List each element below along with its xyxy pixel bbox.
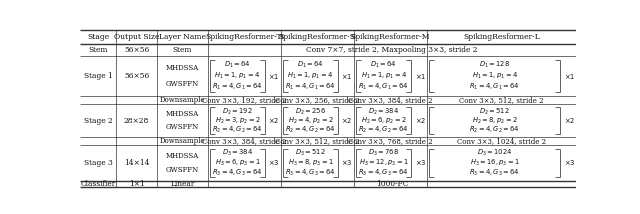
Text: GWSFFN: GWSFFN [166, 166, 199, 174]
Text: $\times 1$: $\times 1$ [341, 71, 353, 80]
Text: Conv 3×3, 384, stride 2: Conv 3×3, 384, stride 2 [348, 96, 433, 104]
Text: SpikingResformer-S: SpikingResformer-S [279, 33, 356, 41]
Text: $H_1 = 1, p_1 = 4$: $H_1 = 1, p_1 = 4$ [214, 71, 260, 81]
Text: $D_2 = 192$: $D_2 = 192$ [222, 106, 253, 117]
Text: $H_3 = 8, p_3 = 1$: $H_3 = 8, p_3 = 1$ [287, 158, 333, 168]
Text: $H_3 = 16, p_3 = 1$: $H_3 = 16, p_3 = 1$ [470, 158, 520, 168]
Text: $\times 1$: $\times 1$ [415, 71, 426, 80]
Text: Conv 3×3, 192, stride 2: Conv 3×3, 192, stride 2 [202, 96, 287, 104]
Text: $D_1 = 64$: $D_1 = 64$ [224, 60, 251, 70]
Text: $\times 1$: $\times 1$ [269, 71, 280, 80]
Text: $D_1 = 64$: $D_1 = 64$ [297, 60, 324, 70]
Text: Stem: Stem [88, 46, 108, 54]
Text: Conv 3×3, 384, stride 2: Conv 3×3, 384, stride 2 [202, 137, 287, 145]
Text: $R_2 = 4, G_2 = 64$: $R_2 = 4, G_2 = 64$ [358, 124, 409, 135]
Text: Layer Name: Layer Name [159, 33, 206, 41]
Text: Conv 7×7, stride 2, Maxpooling 3×3, stride 2: Conv 7×7, stride 2, Maxpooling 3×3, stri… [306, 46, 477, 54]
Text: MHDSSA: MHDSSA [166, 110, 199, 118]
Text: $H_2 = 3, p_2 = 2$: $H_2 = 3, p_2 = 2$ [214, 115, 260, 126]
Text: Downsample: Downsample [159, 96, 205, 104]
Text: $D_3 = 1024$: $D_3 = 1024$ [477, 148, 513, 158]
Text: $\times 2$: $\times 2$ [415, 116, 426, 125]
Text: MHDSSA: MHDSSA [166, 152, 199, 160]
Text: Stage 1: Stage 1 [84, 72, 113, 80]
Text: Classifier: Classifier [81, 180, 116, 188]
Text: $R_3 = 4, G_3 = 64$: $R_3 = 4, G_3 = 64$ [358, 167, 409, 178]
Text: 1000-FC: 1000-FC [376, 180, 408, 188]
Text: $H_2 = 6, p_2 = 2$: $H_2 = 6, p_2 = 2$ [361, 115, 406, 126]
Text: Stem: Stem [173, 46, 192, 54]
Text: Conv 3×3, 512, stride 2: Conv 3×3, 512, stride 2 [275, 137, 360, 145]
Text: $D_2 = 256$: $D_2 = 256$ [295, 106, 326, 117]
Text: GWSFFN: GWSFFN [166, 80, 199, 88]
Text: $\times 3$: $\times 3$ [415, 158, 426, 167]
Text: 1×1: 1×1 [129, 180, 145, 188]
Text: $R_1 = 4, G_1 = 64$: $R_1 = 4, G_1 = 64$ [358, 82, 409, 92]
Text: Conv 3×3, 1024, stride 2: Conv 3×3, 1024, stride 2 [457, 137, 546, 145]
Text: $R_1 = 4, G_1 = 64$: $R_1 = 4, G_1 = 64$ [285, 82, 336, 92]
Text: $D_1 = 64$: $D_1 = 64$ [370, 60, 397, 70]
Text: $D_3 = 384$: $D_3 = 384$ [222, 148, 253, 158]
Text: Stage: Stage [87, 33, 109, 41]
Text: $H_3 = 6, p_3 = 1$: $H_3 = 6, p_3 = 1$ [214, 158, 260, 168]
Text: $H_3 = 12, p_3 = 1$: $H_3 = 12, p_3 = 1$ [358, 158, 408, 168]
Text: $H_1 = 1, p_1 = 4$: $H_1 = 1, p_1 = 4$ [472, 71, 518, 81]
Text: $R_1 = 4, G_1 = 64$: $R_1 = 4, G_1 = 64$ [212, 82, 263, 92]
Text: 56×56: 56×56 [124, 72, 149, 80]
Text: $D_3 = 512$: $D_3 = 512$ [295, 148, 326, 158]
Text: Output Size: Output Size [114, 33, 159, 41]
Text: $H_1 = 1, p_1 = 4$: $H_1 = 1, p_1 = 4$ [287, 71, 333, 81]
Text: SpikingResformer-M: SpikingResformer-M [351, 33, 430, 41]
Text: $\times 1$: $\times 1$ [564, 71, 575, 80]
Text: Conv 3×3, 256, stride 2: Conv 3×3, 256, stride 2 [275, 96, 360, 104]
Text: SpikingResformer-Ti: SpikingResformer-Ti [205, 33, 284, 41]
Text: 28×28: 28×28 [124, 116, 149, 125]
Text: 14×14: 14×14 [124, 159, 149, 167]
Text: $D_2 = 384$: $D_2 = 384$ [368, 106, 399, 117]
Text: SpikingResformer-L: SpikingResformer-L [463, 33, 540, 41]
Text: $\times 2$: $\times 2$ [269, 116, 280, 125]
Text: Stage 3: Stage 3 [84, 159, 113, 167]
Text: $R_2 = 4, G_2 = 64$: $R_2 = 4, G_2 = 64$ [469, 124, 520, 135]
Text: MHDSSA: MHDSSA [166, 64, 199, 72]
Text: $R_2 = 4, G_2 = 64$: $R_2 = 4, G_2 = 64$ [285, 124, 336, 135]
Text: $H_2 = 8, p_2 = 2$: $H_2 = 8, p_2 = 2$ [472, 115, 518, 126]
Text: Stage 2: Stage 2 [84, 116, 113, 125]
Text: 56×56: 56×56 [124, 46, 149, 54]
Text: $\times 3$: $\times 3$ [341, 158, 353, 167]
Text: $R_2 = 4, G_2 = 64$: $R_2 = 4, G_2 = 64$ [212, 124, 263, 135]
Text: Linear: Linear [170, 180, 195, 188]
Text: $R_3 = 4, G_3 = 64$: $R_3 = 4, G_3 = 64$ [469, 167, 520, 178]
Text: $R_1 = 4, G_1 = 64$: $R_1 = 4, G_1 = 64$ [469, 82, 520, 92]
Text: $\times 3$: $\times 3$ [269, 158, 280, 167]
Text: Conv 3×3, 768, stride 2: Conv 3×3, 768, stride 2 [348, 137, 433, 145]
Text: $H_2 = 4, p_2 = 2$: $H_2 = 4, p_2 = 2$ [287, 115, 333, 126]
Text: Downsample: Downsample [159, 137, 205, 145]
Text: $D_1 = 128$: $D_1 = 128$ [479, 60, 510, 70]
Text: $D_3 = 768$: $D_3 = 768$ [368, 148, 399, 158]
Text: $\times 2$: $\times 2$ [341, 116, 353, 125]
Text: $\times 3$: $\times 3$ [564, 158, 575, 167]
Text: $R_3 = 4, G_3 = 64$: $R_3 = 4, G_3 = 64$ [285, 167, 336, 178]
Text: Conv 3×3, 512, stride 2: Conv 3×3, 512, stride 2 [460, 96, 544, 104]
Text: $\times 2$: $\times 2$ [564, 116, 575, 125]
Text: GWSFFN: GWSFFN [166, 123, 199, 131]
Text: $R_3 = 4, G_3 = 64$: $R_3 = 4, G_3 = 64$ [212, 167, 263, 178]
Text: $D_2 = 512$: $D_2 = 512$ [479, 106, 510, 117]
Text: $H_1 = 1, p_1 = 4$: $H_1 = 1, p_1 = 4$ [360, 71, 406, 81]
